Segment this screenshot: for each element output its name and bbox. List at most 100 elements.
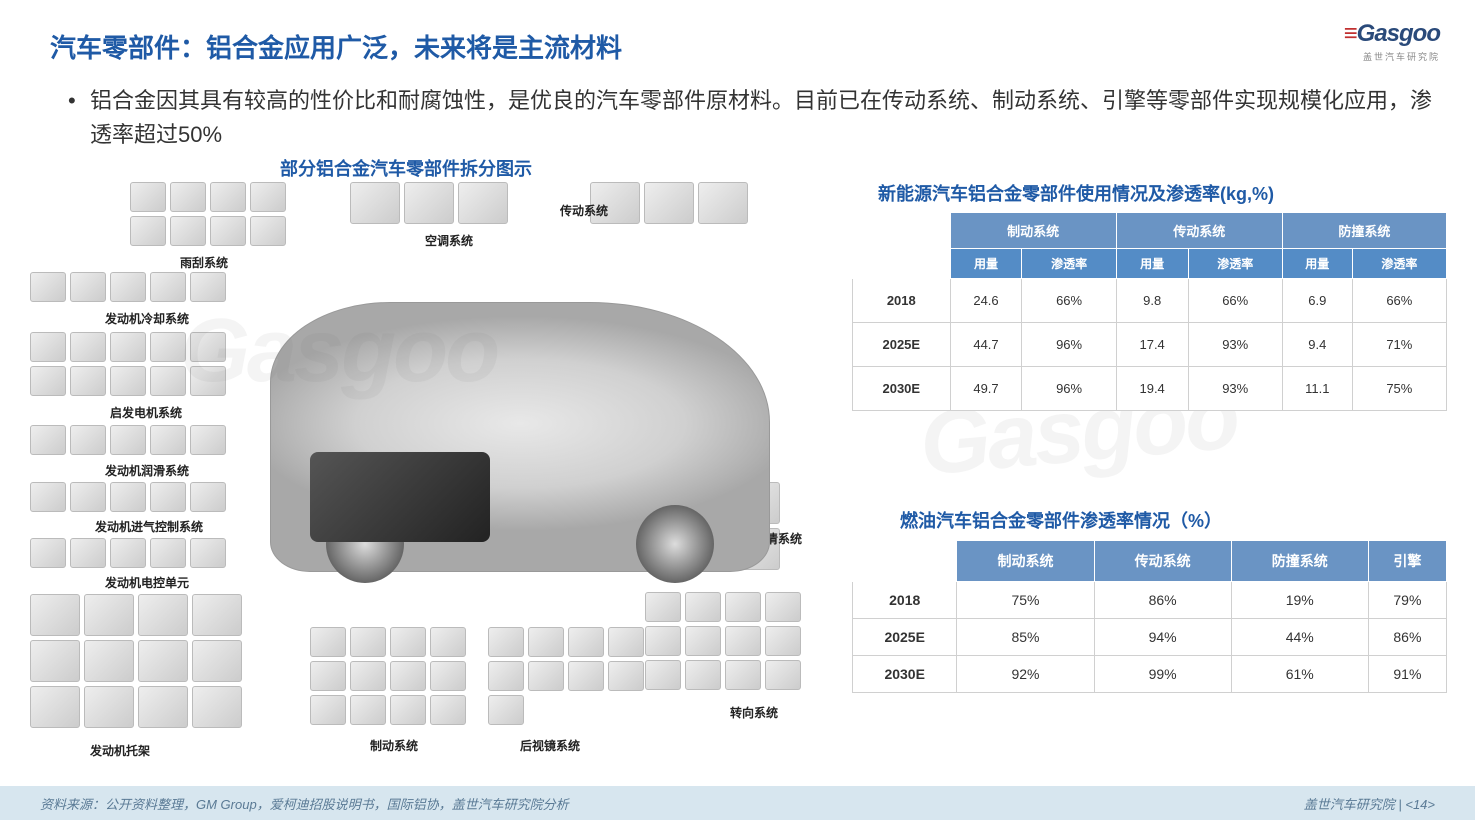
table-header-cell: 防撞系统	[1282, 213, 1446, 249]
thumb-cluster-ecu	[30, 538, 230, 568]
thumb-cluster-ac	[350, 182, 550, 224]
logo-subtitle: 盖世汽车研究院	[1344, 50, 1440, 63]
table-header-cell: 引擎	[1368, 541, 1446, 582]
thumb	[310, 627, 346, 657]
table-cell: 9.4	[1282, 323, 1352, 367]
footer: 资料来源：公开资料整理，GM Group，爱柯迪招股说明书，国际铝协，盖世汽车研…	[0, 786, 1475, 820]
footer-source: 资料来源：公开资料整理，GM Group，爱柯迪招股说明书，国际铝协，盖世汽车研…	[40, 794, 569, 813]
table2-title: 燃油汽车铝合金零部件渗透率情况（%）	[900, 507, 1222, 533]
table-subheader-cell: 渗透率	[1352, 249, 1446, 279]
thumb	[645, 592, 681, 622]
table-subheader-cell: 用量	[1116, 249, 1188, 279]
slide-title: 汽车零部件：铝合金应用广泛，未来将是主流材料	[50, 28, 622, 65]
table-cell-year: 2030E	[853, 367, 951, 411]
label-drive: 传动系统	[560, 202, 608, 219]
table1-group-header: 制动系统 传动系统 防撞系统	[853, 213, 1447, 249]
table2: 制动系统 传动系统 防撞系统 引擎 2018 75% 86% 19% 79% 2…	[852, 540, 1447, 693]
table-cell: 75%	[957, 582, 1094, 619]
table-cell: 66%	[1188, 279, 1282, 323]
table-cell: 24.6	[950, 279, 1022, 323]
table-subheader-cell: 渗透率	[1188, 249, 1282, 279]
table-cell-year: 2025E	[853, 323, 951, 367]
table-cell: 99%	[1094, 656, 1231, 693]
label-steer: 转向系统	[730, 704, 778, 721]
table-cell-year: 2018	[853, 582, 957, 619]
table-cell: 19.4	[1116, 367, 1188, 411]
thumb-cluster-steer	[645, 592, 825, 690]
footer-page: 盖世汽车研究院 | <14>	[1304, 794, 1435, 813]
table1: 制动系统 传动系统 防撞系统 用量 渗透率 用量 渗透率 用量 渗透率 2018…	[852, 212, 1447, 411]
table-cell: 66%	[1022, 279, 1116, 323]
thumb	[350, 182, 400, 224]
table-header-cell: 传动系统	[1116, 213, 1282, 249]
thumb	[30, 272, 66, 302]
table-header-cell: 防撞系统	[1231, 541, 1368, 582]
thumb-cluster-wiper	[130, 182, 310, 246]
table-cell: 86%	[1094, 582, 1231, 619]
label-brake: 制动系统	[370, 737, 418, 754]
table-cell: 96%	[1022, 367, 1116, 411]
table-cell-year: 2030E	[853, 656, 957, 693]
table-header-cell: 传动系统	[1094, 541, 1231, 582]
table-cell: 75%	[1352, 367, 1446, 411]
table-cell: 17.4	[1116, 323, 1188, 367]
thumb-cluster-intake	[30, 482, 230, 512]
table-row: 2025E 85% 94% 44% 86%	[853, 619, 1447, 656]
thumb-cluster-bracket	[30, 594, 250, 728]
label-starter: 启发电机系统	[110, 404, 182, 421]
table1-title: 新能源汽车铝合金零部件使用情况及渗透率(kg,%)	[878, 180, 1274, 206]
table-row: 2025E 44.7 96% 17.4 93% 9.4 71%	[853, 323, 1447, 367]
label-lube: 发动机润滑系统	[105, 462, 189, 479]
car-diagram: 雨刮系统 空调系统 传动系统 发动机冷却系统 启发电机系统 发动机润滑系统 发动…	[30, 182, 820, 762]
table-cell: 61%	[1231, 656, 1368, 693]
thumb	[30, 332, 66, 362]
table-cell: 85%	[957, 619, 1094, 656]
table-corner	[853, 249, 951, 279]
table-cell: 44.7	[950, 323, 1022, 367]
table-subheader-cell: 用量	[1282, 249, 1352, 279]
table-header-cell: 制动系统	[950, 213, 1116, 249]
diagram-title: 部分铝合金汽车零部件拆分图示	[280, 155, 532, 181]
logo-g: G	[1357, 20, 1375, 47]
table2-header: 制动系统 传动系统 防撞系统 引擎	[853, 541, 1447, 582]
logo: ≡Gasgoo 盖世汽车研究院	[1344, 20, 1440, 63]
table-subheader-cell: 用量	[950, 249, 1022, 279]
table-header-cell: 制动系统	[957, 541, 1094, 582]
table-cell: 92%	[957, 656, 1094, 693]
table-cell: 66%	[1352, 279, 1446, 323]
thumb	[30, 538, 66, 568]
table-cell: 79%	[1368, 582, 1446, 619]
thumb	[30, 425, 66, 455]
table-cell: 9.8	[1116, 279, 1188, 323]
table-cell: 93%	[1188, 323, 1282, 367]
table-row: 2018 24.6 66% 9.8 66% 6.9 66%	[853, 279, 1447, 323]
thumb-cluster-drive	[590, 182, 790, 224]
label-mirror: 后视镜系统	[520, 737, 580, 754]
table-cell: 91%	[1368, 656, 1446, 693]
table-cell: 44%	[1231, 619, 1368, 656]
thumb-cluster-lube	[30, 425, 230, 455]
thumb	[130, 182, 166, 212]
thumb	[30, 482, 66, 512]
logo-rest: asgoo	[1374, 20, 1440, 47]
table-cell: 94%	[1094, 619, 1231, 656]
table-cell: 11.1	[1282, 367, 1352, 411]
table-cell: 19%	[1231, 582, 1368, 619]
table-cell-year: 2025E	[853, 619, 957, 656]
table-cell: 86%	[1368, 619, 1446, 656]
table-row: 2030E 49.7 96% 19.4 93% 11.1 75%	[853, 367, 1447, 411]
thumb	[488, 627, 524, 657]
car-engine-illustration	[310, 452, 490, 542]
table-corner	[853, 213, 951, 249]
table-cell: 93%	[1188, 367, 1282, 411]
table-cell: 71%	[1352, 323, 1446, 367]
logo-red: ≡	[1344, 20, 1357, 47]
thumb-cluster-cooling	[30, 272, 230, 302]
label-cooling: 发动机冷却系统	[105, 310, 189, 327]
table-cell: 6.9	[1282, 279, 1352, 323]
label-ac: 空调系统	[425, 232, 473, 249]
thumb	[30, 594, 80, 636]
table-cell: 96%	[1022, 323, 1116, 367]
label-ecu: 发动机电控单元	[105, 574, 189, 591]
table-row: 2018 75% 86% 19% 79%	[853, 582, 1447, 619]
